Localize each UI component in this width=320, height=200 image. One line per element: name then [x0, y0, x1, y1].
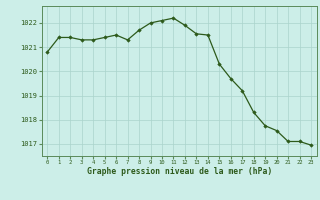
- X-axis label: Graphe pression niveau de la mer (hPa): Graphe pression niveau de la mer (hPa): [87, 167, 272, 176]
